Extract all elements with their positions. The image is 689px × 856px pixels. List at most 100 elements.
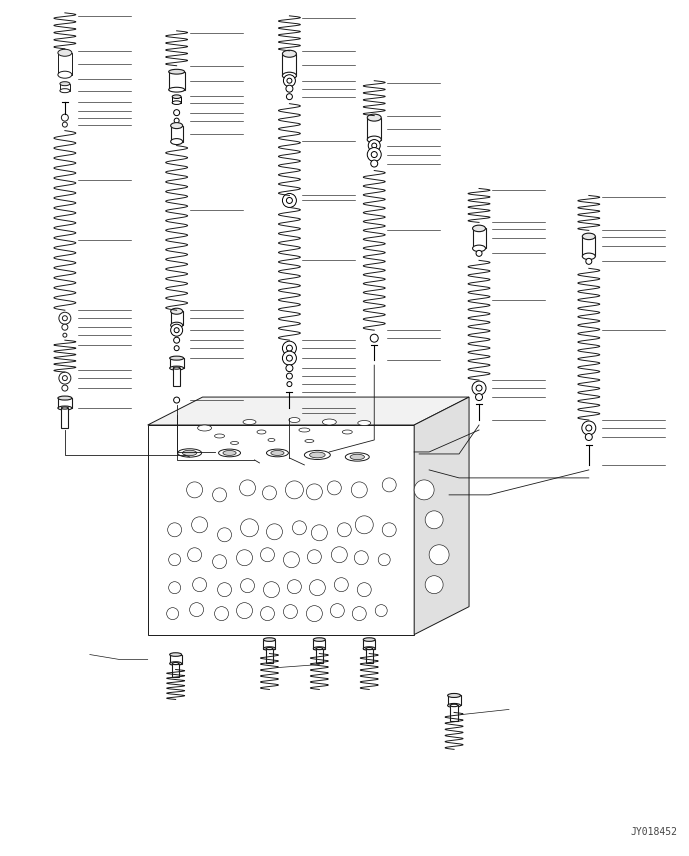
Circle shape bbox=[286, 365, 293, 372]
Bar bbox=[171, 312, 183, 325]
Circle shape bbox=[586, 433, 593, 441]
Circle shape bbox=[378, 554, 390, 566]
Circle shape bbox=[174, 328, 179, 333]
Circle shape bbox=[287, 382, 292, 387]
Circle shape bbox=[282, 193, 296, 207]
Circle shape bbox=[414, 480, 434, 500]
Circle shape bbox=[263, 582, 280, 597]
Polygon shape bbox=[147, 425, 414, 634]
Circle shape bbox=[283, 74, 296, 86]
Circle shape bbox=[352, 607, 367, 621]
Circle shape bbox=[169, 554, 181, 566]
Circle shape bbox=[330, 603, 344, 618]
Ellipse shape bbox=[448, 704, 460, 707]
Bar bbox=[172, 97, 181, 103]
Bar bbox=[282, 54, 296, 75]
Ellipse shape bbox=[342, 430, 352, 434]
Ellipse shape bbox=[61, 407, 68, 409]
Circle shape bbox=[285, 481, 303, 499]
Circle shape bbox=[187, 548, 202, 562]
Ellipse shape bbox=[299, 428, 310, 432]
Circle shape bbox=[287, 345, 292, 351]
Circle shape bbox=[218, 583, 232, 597]
Circle shape bbox=[327, 481, 341, 495]
Bar bbox=[450, 705, 458, 722]
Circle shape bbox=[240, 480, 256, 496]
Bar bbox=[363, 639, 376, 649]
Circle shape bbox=[174, 397, 180, 403]
Circle shape bbox=[354, 550, 368, 565]
Bar bbox=[58, 53, 72, 74]
Circle shape bbox=[311, 525, 327, 541]
Ellipse shape bbox=[448, 693, 460, 698]
Circle shape bbox=[286, 86, 293, 92]
Circle shape bbox=[287, 198, 292, 204]
Ellipse shape bbox=[169, 662, 182, 665]
Circle shape bbox=[187, 482, 203, 498]
Circle shape bbox=[63, 122, 68, 127]
Polygon shape bbox=[147, 397, 469, 425]
Ellipse shape bbox=[178, 449, 202, 457]
Ellipse shape bbox=[313, 647, 325, 651]
Ellipse shape bbox=[322, 419, 336, 425]
Circle shape bbox=[382, 478, 396, 492]
Ellipse shape bbox=[173, 367, 180, 369]
Ellipse shape bbox=[358, 420, 371, 425]
Bar bbox=[366, 649, 373, 663]
Bar bbox=[61, 408, 68, 428]
Bar bbox=[169, 358, 184, 368]
Circle shape bbox=[171, 324, 183, 336]
Circle shape bbox=[586, 425, 592, 431]
Circle shape bbox=[586, 234, 593, 241]
Bar bbox=[172, 663, 179, 677]
Ellipse shape bbox=[350, 455, 364, 460]
Circle shape bbox=[240, 579, 254, 592]
Bar bbox=[60, 84, 70, 91]
Circle shape bbox=[356, 516, 373, 534]
Ellipse shape bbox=[169, 366, 184, 370]
Circle shape bbox=[260, 607, 274, 621]
Bar bbox=[313, 639, 325, 649]
Circle shape bbox=[59, 372, 71, 384]
Ellipse shape bbox=[231, 442, 238, 444]
Ellipse shape bbox=[473, 225, 486, 232]
Ellipse shape bbox=[58, 406, 72, 410]
Circle shape bbox=[351, 482, 367, 498]
Ellipse shape bbox=[171, 308, 183, 314]
Circle shape bbox=[63, 316, 68, 321]
Ellipse shape bbox=[198, 425, 212, 431]
Ellipse shape bbox=[169, 356, 184, 360]
Ellipse shape bbox=[282, 72, 296, 80]
Ellipse shape bbox=[313, 638, 325, 641]
Ellipse shape bbox=[582, 253, 595, 259]
Ellipse shape bbox=[363, 638, 376, 641]
Ellipse shape bbox=[257, 430, 266, 434]
Circle shape bbox=[425, 576, 443, 594]
Ellipse shape bbox=[58, 396, 72, 400]
Ellipse shape bbox=[263, 647, 276, 651]
Circle shape bbox=[193, 578, 207, 591]
Ellipse shape bbox=[282, 51, 296, 57]
Ellipse shape bbox=[367, 136, 381, 143]
Circle shape bbox=[260, 548, 274, 562]
Circle shape bbox=[174, 337, 180, 343]
Text: JY018452: JY018452 bbox=[630, 827, 678, 837]
Ellipse shape bbox=[218, 449, 240, 457]
Circle shape bbox=[267, 524, 282, 540]
Circle shape bbox=[61, 114, 68, 121]
Circle shape bbox=[169, 582, 181, 594]
Ellipse shape bbox=[345, 453, 369, 461]
Ellipse shape bbox=[309, 452, 325, 458]
Ellipse shape bbox=[366, 647, 373, 650]
Ellipse shape bbox=[271, 450, 284, 455]
Bar bbox=[171, 126, 183, 141]
Circle shape bbox=[307, 550, 321, 564]
Circle shape bbox=[358, 583, 371, 597]
Ellipse shape bbox=[267, 449, 289, 457]
Circle shape bbox=[371, 152, 378, 158]
Ellipse shape bbox=[171, 122, 183, 128]
Circle shape bbox=[283, 552, 300, 568]
Bar bbox=[266, 649, 273, 663]
Circle shape bbox=[282, 351, 296, 366]
Ellipse shape bbox=[169, 653, 182, 657]
